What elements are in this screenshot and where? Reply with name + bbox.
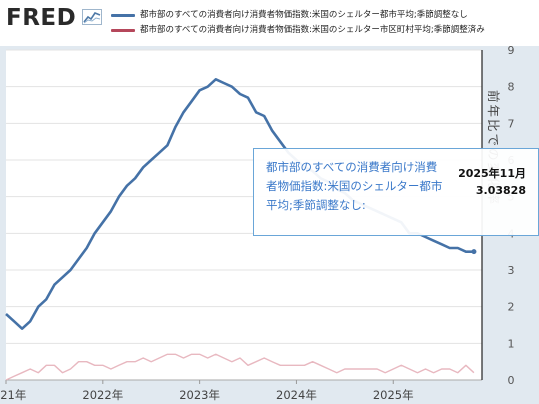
data-tooltip: 都市部のすべての消費者向け消費者物価指数:米国のシェルター都市平均;季節調整なし… [253, 148, 539, 236]
y-tick-label: 1 [508, 337, 515, 350]
y-tick-label: 2 [508, 301, 515, 314]
x-tick-label: 2023年 [179, 388, 220, 402]
legend-label: 都市部のすべての消費者向け消費者物価指数:米国のシェルター市区町村平均;季節調整… [140, 25, 485, 35]
fred-logo[interactable]: FRED [6, 5, 77, 31]
y-tick-label: 0 [508, 374, 515, 387]
legend-swatch [111, 29, 135, 32]
chart-legend: 都市部のすべての消費者向け消費者物価指数:米国のシェルター都市平均;季節調整なし… [111, 8, 536, 38]
tooltip-value: 3.03828 [475, 184, 526, 197]
y-tick-label: 8 [508, 81, 515, 94]
legend-swatch [111, 14, 135, 17]
legend-item-shelter-nsa[interactable]: 都市部のすべての消費者向け消費者物価指数:米国のシェルター都市平均;季節調整なし [111, 8, 536, 23]
x-tick-label: 2022年 [82, 388, 123, 402]
hover-point-marker [471, 249, 477, 255]
y-tick-label: 7 [508, 117, 515, 130]
x-tick-label: 2021年 [0, 388, 26, 402]
fred-header: FRED 都市部のすべての消費者向け消費者物価指数:米国のシェルター都市平均;季… [0, 0, 539, 46]
y-tick-label: 3 [508, 264, 515, 277]
x-tick-label: 2025年 [373, 388, 414, 402]
y-tick-label: 9 [508, 46, 515, 57]
fred-line-chart-icon [82, 9, 102, 25]
tooltip-series-label: 都市部のすべての消費者向け消費者物価指数:米国のシェルター都市平均;季節調整なし… [266, 160, 443, 212]
legend-item-shelter-sa[interactable]: 都市部のすべての消費者向け消費者物価指数:米国のシェルター市区町村平均;季節調整… [111, 23, 536, 38]
series-line-shelter-sa[interactable] [5, 353, 475, 381]
tooltip-date: 2025年11月 [458, 167, 526, 180]
legend-label: 都市部のすべての消費者向け消費者物価指数:米国のシェルター都市平均;季節調整なし [140, 10, 468, 20]
x-tick-label: 2024年 [276, 388, 317, 402]
